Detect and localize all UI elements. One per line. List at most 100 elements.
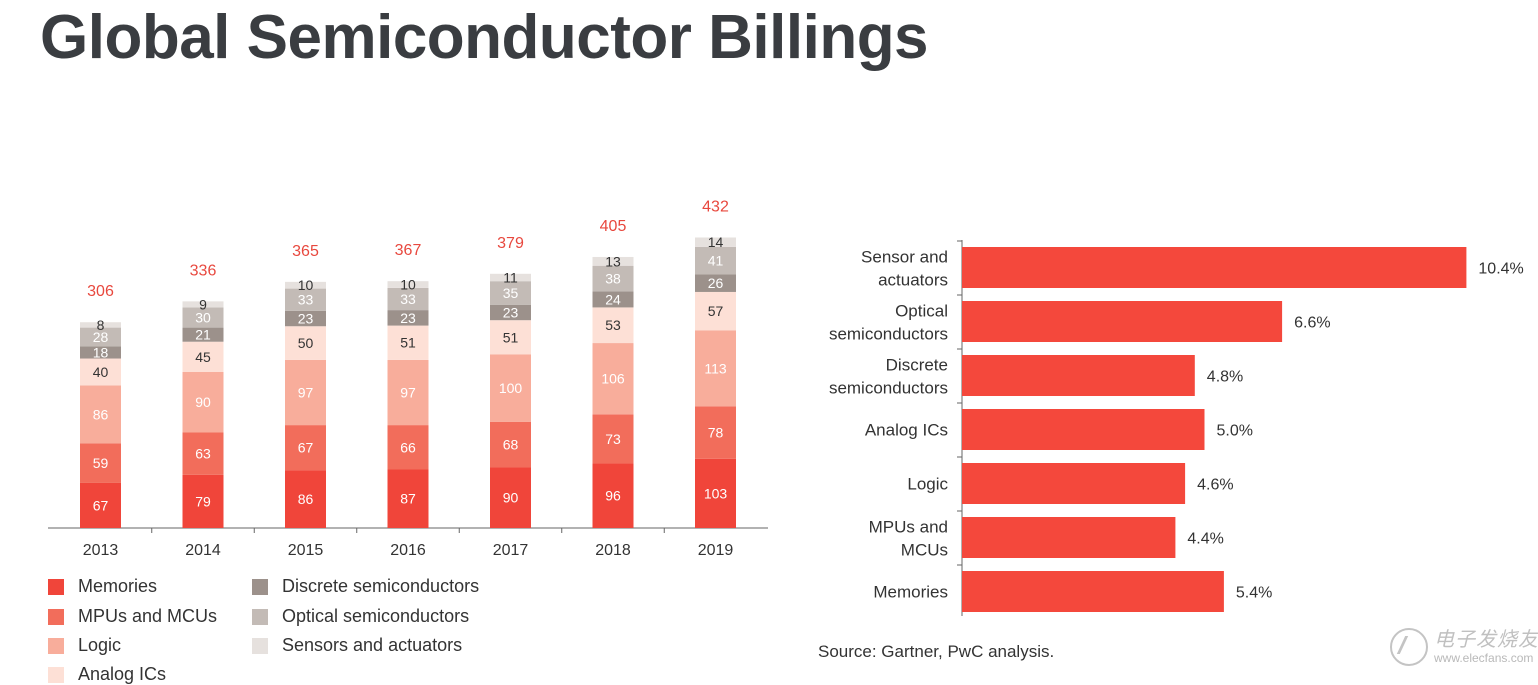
value-label-1: 6.6%	[1294, 315, 1330, 332]
data-label-2017-seg-6: 11	[503, 269, 518, 285]
data-label-2013-seg-1: 59	[93, 455, 109, 471]
bar-2019-seg-2	[695, 330, 736, 407]
data-label-2015-seg-1: 67	[298, 440, 314, 456]
bar-2015-seg-4	[285, 310, 326, 327]
legend-swatch-analog-ics	[48, 666, 64, 683]
data-label-2018-seg-2: 106	[601, 371, 625, 387]
bar-2013-seg-3	[80, 358, 121, 386]
category-label-0-line-2: actuators	[878, 271, 948, 290]
bar-2014-seg-6	[182, 301, 224, 308]
legend-label-logic: Logic	[78, 635, 122, 655]
bar-2013-seg-5	[80, 327, 121, 347]
value-label-2: 4.8%	[1207, 369, 1243, 386]
data-label-2015-seg-4: 23	[298, 311, 314, 327]
bar-2015-seg-0	[285, 470, 326, 528]
bar-2015-seg-5	[285, 288, 326, 311]
data-label-2016-seg-2: 97	[400, 384, 416, 400]
hbar-5	[962, 517, 1176, 558]
data-label-2013-seg-5: 28	[93, 329, 109, 345]
total-label-2015: 365	[292, 243, 319, 260]
legend-swatch-mpus-mcus	[48, 608, 64, 625]
legend-item-mpus-mcus: MPUs and MCUs	[48, 606, 217, 627]
category-label-0-line-1: Sensor and	[861, 248, 948, 267]
bar-2018-seg-6	[592, 256, 634, 266]
data-label-2015-seg-5: 33	[298, 292, 314, 308]
bar-2013-seg-6	[80, 322, 121, 328]
legend-swatch-memories	[48, 578, 64, 595]
bar-2018-seg-5	[592, 265, 634, 292]
legend-label-mpus-mcus: MPUs and MCUs	[78, 606, 218, 626]
total-label-2013: 306	[87, 283, 114, 300]
data-label-2013-seg-3: 40	[93, 364, 109, 380]
category-label-1-line-2: semiconductors	[829, 325, 948, 344]
data-label-2015-seg-2: 97	[298, 384, 314, 400]
bar-2019-seg-5	[695, 246, 736, 275]
bar-2013-seg-2	[80, 385, 121, 444]
watermark-url: www.elecfans.com	[1434, 650, 1534, 665]
data-label-2014-seg-4: 21	[195, 327, 211, 343]
data-label-2016-seg-3: 51	[400, 335, 416, 351]
category-label-4: Logic	[907, 475, 948, 494]
bar-2015-seg-6	[285, 281, 326, 289]
bar-2014-seg-2	[182, 371, 224, 433]
data-label-2018-seg-4: 24	[605, 291, 621, 307]
data-label-2019-seg-6: 14	[708, 234, 724, 250]
elecfans-logo-icon	[1390, 628, 1428, 666]
x-tick-2015: 2015	[288, 542, 324, 559]
data-label-2018-seg-5: 38	[605, 271, 621, 287]
bar-2018-seg-3	[592, 307, 634, 344]
bar-2017-seg-0	[490, 467, 531, 528]
data-label-2017-seg-4: 23	[503, 304, 519, 320]
data-label-2018-seg-1: 73	[605, 431, 621, 447]
data-label-2016-seg-1: 66	[400, 439, 416, 455]
bar-2014-seg-5	[182, 307, 224, 328]
legend-item-discrete: Discrete semiconductors	[252, 576, 479, 597]
data-label-2016-seg-6: 10	[400, 277, 416, 293]
data-label-2019-seg-4: 26	[708, 275, 724, 291]
data-label-2019-seg-2: 113	[704, 360, 727, 376]
data-label-2014-seg-1: 63	[195, 446, 211, 462]
bar-2019-seg-3	[695, 291, 736, 331]
legend-item-optical: Optical semiconductors	[252, 606, 469, 627]
watermark-cn: 电子发烧友	[1434, 628, 1538, 651]
bar-2017-seg-5	[490, 281, 531, 305]
bar-2015-seg-1	[285, 425, 326, 471]
watermark: 电子发烧友 www.elecfans.com	[1390, 628, 1538, 666]
data-label-2014-seg-3: 45	[195, 349, 211, 365]
value-label-0: 10.4%	[1478, 261, 1523, 278]
data-label-2014-seg-6: 9	[199, 296, 207, 312]
bar-2017-seg-2	[490, 354, 531, 422]
data-label-2016-seg-0: 87	[400, 491, 416, 507]
bar-2015-seg-2	[285, 359, 326, 426]
x-tick-2016: 2016	[390, 542, 426, 559]
x-tick-2018: 2018	[595, 542, 631, 559]
category-label-5-line-2: MCUs	[901, 541, 948, 560]
data-label-2019-seg-1: 78	[708, 425, 724, 441]
data-label-2013-seg-2: 86	[93, 406, 109, 422]
bar-2013-seg-0	[80, 482, 121, 528]
bar-2017-seg-6	[490, 273, 531, 282]
total-label-2014: 336	[190, 262, 217, 279]
data-label-2019-seg-3: 57	[708, 303, 724, 319]
bar-2019-seg-1	[695, 406, 736, 459]
source-note: Source: Gartner, PwC analysis.	[818, 642, 1055, 661]
bar-2016-seg-5	[387, 287, 429, 311]
legend-item-analog-ics: Analog ICs	[48, 664, 166, 685]
data-label-2018-seg-3: 53	[605, 317, 621, 333]
bar-2016-seg-3	[387, 325, 429, 360]
data-label-2017-seg-0: 90	[503, 490, 519, 506]
value-label-4: 4.6%	[1197, 477, 1233, 494]
bar-2017-seg-4	[490, 304, 531, 321]
legend-swatch-logic	[48, 637, 64, 654]
data-label-2014-seg-2: 90	[195, 394, 211, 410]
bar-2019-seg-6	[695, 237, 736, 247]
bar-2017-seg-3	[490, 320, 531, 355]
legend-swatch-optical	[252, 608, 268, 625]
data-label-2017-seg-1: 68	[503, 437, 519, 453]
legend-label-memories: Memories	[78, 576, 158, 596]
data-label-2013-seg-6: 8	[97, 317, 105, 333]
category-label-2-line-2: semiconductors	[829, 379, 948, 398]
bar-2017-seg-1	[490, 421, 531, 468]
hbar-3	[962, 409, 1205, 450]
